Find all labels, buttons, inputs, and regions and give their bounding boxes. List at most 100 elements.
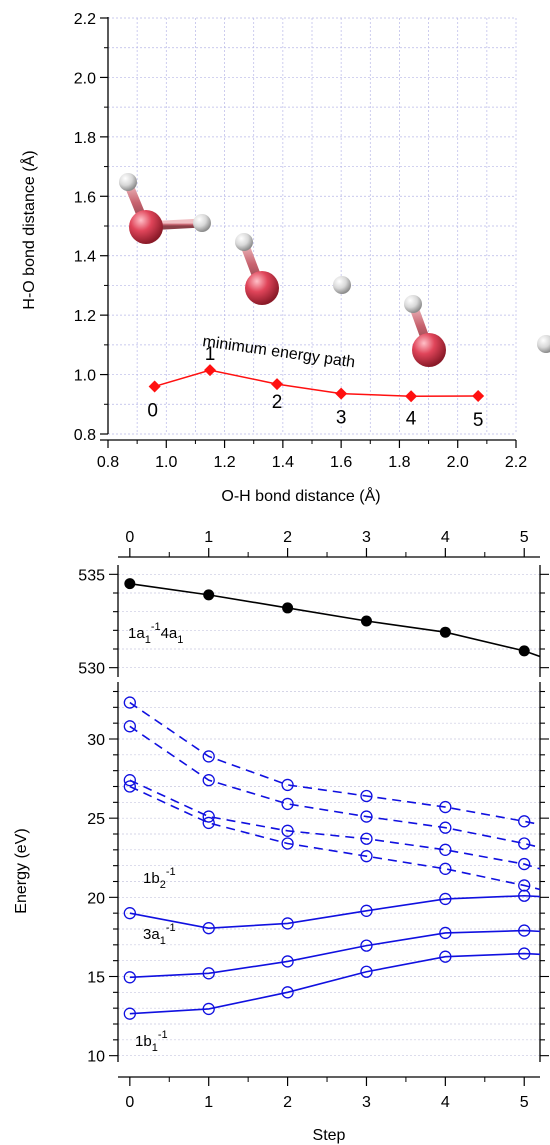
- x-tick-label: 0: [125, 529, 134, 546]
- energy-point: [281, 986, 294, 999]
- bottom-axes: 0 1 2 3 4 5 10 15 20 25 30: [87, 682, 549, 1111]
- y-tick-label: 1.8: [74, 130, 96, 147]
- water-molecule-icon: [119, 173, 211, 244]
- x-tick-label: 3: [362, 529, 371, 546]
- point-label: 4: [406, 408, 417, 429]
- energy-point: [518, 889, 531, 902]
- energy-point: [439, 800, 452, 814]
- y-tick-label: 2.0: [74, 70, 96, 87]
- point-label: 5: [473, 410, 484, 431]
- energy-point: [439, 862, 452, 875]
- energy-point: [518, 947, 531, 960]
- molecule-illustrations: [119, 173, 550, 367]
- minimum-energy-path-series: 0 1 2 3 4 5: [147, 344, 485, 431]
- energy-point: [360, 850, 373, 863]
- energy-point: [360, 789, 373, 803]
- band-label-1b1: 1b1-1: [135, 1029, 168, 1054]
- energy-point: [202, 922, 215, 935]
- band-label-3a1: 3a1-1: [143, 922, 176, 947]
- energy-point: [202, 1002, 215, 1016]
- energy-point: [360, 832, 373, 845]
- energy-point: [360, 810, 373, 823]
- minimum-energy-path-label: minimum energy path: [201, 333, 356, 371]
- x-tick-label: 1.6: [330, 454, 352, 471]
- core-excitation-point: [282, 602, 294, 614]
- y-tick-label: 2.2: [74, 11, 96, 28]
- dashed-energy-line: [129, 779, 540, 870]
- energy-point: [202, 967, 215, 980]
- path-point: [271, 378, 284, 391]
- path-point: [472, 389, 485, 402]
- path-point: [148, 380, 161, 393]
- bottom-x-axis-label: Step: [313, 1127, 346, 1144]
- energy-point: [360, 939, 373, 952]
- core-excitation-point: [124, 578, 136, 590]
- solid-energy-line: [129, 894, 540, 930]
- x-tick-label: 2: [283, 529, 292, 546]
- y-tick-label: 10: [87, 1049, 105, 1066]
- mid-grid: [118, 573, 540, 669]
- core-excitation-point: [439, 626, 451, 638]
- energy-point: [518, 924, 531, 937]
- x-tick-label: 4: [441, 529, 450, 546]
- y-tick-label: 1.4: [74, 249, 96, 266]
- energy-point: [202, 774, 215, 787]
- energy-point: [360, 904, 373, 917]
- energy-path-line: [154, 369, 479, 398]
- dissociated-hydrogen-icon: [333, 276, 351, 294]
- y-tick-label: 15: [87, 970, 105, 987]
- y-tick-label: 1.0: [74, 368, 96, 385]
- core-excitation-label: 1a1-14a1: [128, 621, 183, 646]
- energy-point: [123, 971, 136, 984]
- x-tick-label: 2.2: [505, 454, 527, 471]
- x-tick-label: 5: [520, 529, 529, 546]
- solid-energy-line: [129, 952, 540, 1015]
- bond-distance-panel: 0.80.8 1.0 1.0 1.2 1.2 1.4 1.4 1.6 1.6 1.8 1.8 2.0 2…: [19, 11, 550, 505]
- x-tick-label: 1: [204, 1094, 213, 1111]
- energy-point: [360, 965, 373, 978]
- mid-axes: 0 1 2 3 4 5 530 535: [78, 529, 549, 678]
- x-tick-label: 5: [520, 1094, 529, 1111]
- path-point: [335, 387, 348, 400]
- dashed-energy-line: [129, 701, 540, 826]
- x-tick-label: 0.8: [97, 454, 119, 471]
- y-tick-label: 30: [87, 732, 105, 749]
- energy-point: [281, 778, 294, 792]
- point-label: 0: [147, 400, 158, 421]
- bottom-grid: [118, 691, 540, 1057]
- energy-point: [281, 797, 294, 811]
- energy-point: [202, 810, 215, 823]
- path-point: [405, 390, 418, 403]
- energy-point: [202, 750, 215, 763]
- energy-point: [123, 1007, 136, 1020]
- x-tick-label: 0: [125, 1094, 134, 1111]
- valence-energy-series: [123, 696, 540, 1020]
- core-excitation-series: [124, 578, 540, 658]
- y-tick-label: 25: [87, 811, 105, 828]
- solid-energy-line: [129, 929, 540, 979]
- band-label-1b2: 1b2-1: [143, 866, 176, 891]
- y-tick-label: 535: [78, 567, 105, 584]
- core-excitation-line: [129, 582, 540, 658]
- x-tick-label: 1.2: [213, 454, 235, 471]
- energy-point: [439, 843, 452, 856]
- energy-point: [439, 892, 452, 906]
- x-tick-label: 1.4: [272, 454, 294, 471]
- dissociated-hydrogen-icon: [537, 335, 550, 353]
- core-excitation-point: [360, 615, 372, 627]
- energy-point: [439, 926, 452, 940]
- energy-point: [281, 955, 294, 968]
- dashed-energy-line: [129, 725, 540, 849]
- top-x-axis-label: O-H bond distance (Å): [221, 486, 380, 505]
- top-y-axis-label: H-O bond distance (Å): [19, 150, 38, 309]
- energy-point: [123, 907, 136, 920]
- energy-point: [518, 879, 531, 892]
- x-tick-label: 2: [283, 1094, 292, 1111]
- x-tick-label: 3: [362, 1094, 371, 1111]
- energy-point: [281, 917, 294, 930]
- energy-point: [518, 837, 531, 850]
- energy-point: [202, 816, 215, 830]
- energy-point: [123, 780, 136, 793]
- y-tick-label: 1.2: [74, 308, 96, 325]
